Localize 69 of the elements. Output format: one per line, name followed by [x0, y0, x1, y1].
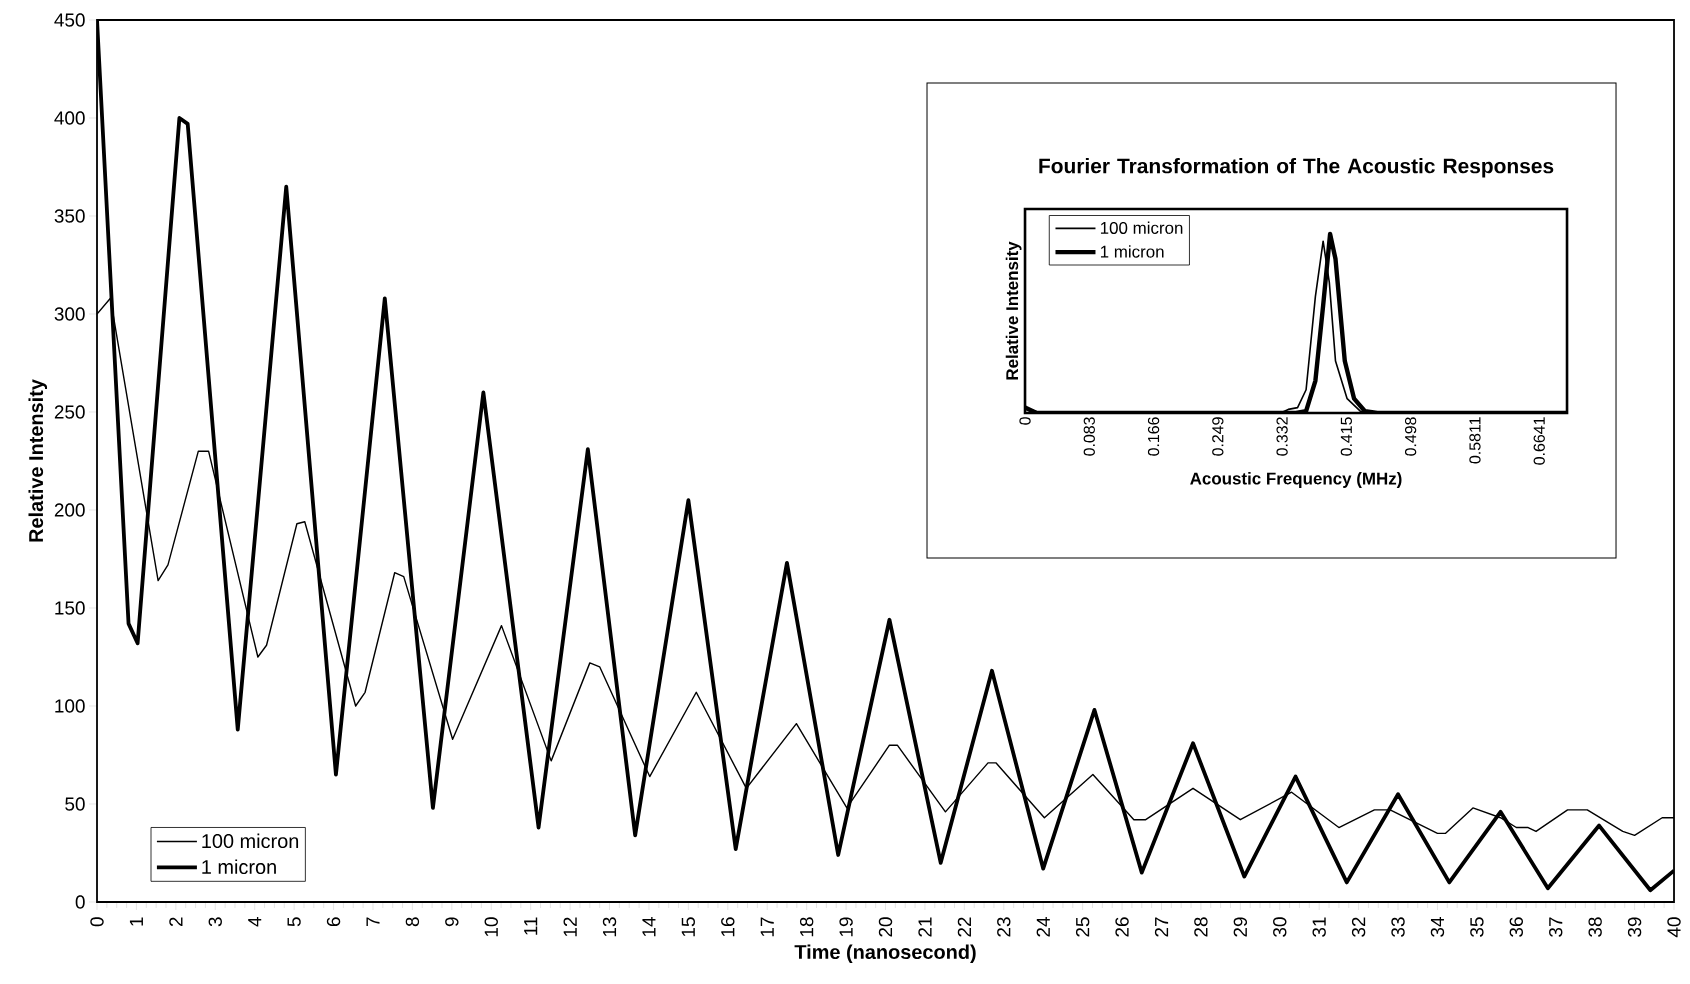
x-tick-label: 27 — [1154, 917, 1169, 937]
x-tick-label: 0.166 — [1147, 417, 1160, 456]
x-tick-label: 28 — [1194, 917, 1208, 937]
x-tick-label: 14 — [642, 917, 656, 937]
x-tick-label: 33 — [1391, 917, 1405, 937]
x-tick-label: 37 — [1549, 917, 1563, 937]
x-tick-label: 15 — [681, 917, 695, 937]
x-tick-label: 35 — [1470, 917, 1484, 937]
legend-label: 1 micron — [202, 859, 276, 875]
x-tick-label: 30 — [1273, 917, 1287, 937]
y-tick-label: 150 — [55, 601, 85, 615]
x-tick-label: 3 — [208, 917, 222, 927]
x-tick-label: 40 — [1667, 917, 1681, 938]
x-tick-label: 12 — [563, 917, 577, 937]
x-tick-label: 6 — [326, 917, 341, 927]
x-tick-label: 19 — [839, 917, 853, 937]
x-tick-label: 13 — [602, 917, 617, 937]
x-tick-label: 38 — [1588, 917, 1602, 937]
x-tick-label: 24 — [1036, 917, 1050, 937]
y-tick-label: 200 — [54, 503, 85, 517]
legend-label: 1 micron — [1100, 245, 1164, 258]
y-axis-title: Relative Intensity — [1005, 241, 1022, 380]
x-tick-label: 32 — [1351, 917, 1366, 937]
y-tick-label: 450 — [54, 13, 85, 27]
legend-label: 100 micron — [1100, 221, 1183, 234]
x-tick-label: 0.249 — [1212, 417, 1224, 456]
x-tick-label: 20 — [878, 917, 893, 937]
y-axis-title: Relative Intensity — [28, 379, 48, 542]
y-tick-label: 0 — [75, 895, 85, 909]
x-tick-label: 0 — [1019, 417, 1031, 425]
chart-title: Fourier Transformation of The Acoustic Responses — [1039, 157, 1554, 178]
y-tick-label: 350 — [54, 209, 85, 223]
x-tick-label: 10 — [484, 917, 498, 937]
x-tick-label: 0.332 — [1276, 417, 1288, 456]
x-tick-label: 7 — [366, 917, 380, 927]
x-tick-label: 0.5811 — [1469, 417, 1481, 464]
x-tick-label: 4 — [248, 917, 262, 927]
x-tick-label: 21 — [918, 917, 932, 937]
x-tick-label: 29 — [1233, 917, 1248, 937]
x-tick-label: 0.083 — [1083, 417, 1095, 456]
x-tick-label: 0.498 — [1404, 417, 1417, 456]
x-tick-label: 31 — [1312, 917, 1326, 937]
x-tick-label: 22 — [957, 917, 971, 937]
x-tick-label: 17 — [760, 917, 774, 937]
x-tick-label: 16 — [721, 917, 735, 937]
x-tick-label: 2 — [169, 917, 183, 927]
x-axis-title: Time (nanosecond) — [794, 944, 976, 963]
x-axis-title: Acoustic Frequency (MHz) — [1190, 472, 1402, 488]
x-tick-label: 25 — [1075, 917, 1090, 937]
x-tick-label: 11 — [524, 917, 538, 935]
x-tick-label: 36 — [1509, 917, 1524, 937]
x-tick-label: 8 — [405, 917, 420, 927]
y-tick-label: 400 — [54, 111, 85, 125]
y-tick-label: 50 — [65, 797, 85, 811]
x-tick-label: 9 — [445, 917, 459, 927]
x-tick-label: 1 — [129, 917, 143, 926]
y-tick-label: 100 — [55, 699, 85, 713]
x-tick-label: 0.6641 — [1533, 417, 1545, 465]
x-tick-label: 39 — [1627, 917, 1642, 937]
x-tick-label: 18 — [799, 917, 814, 937]
x-tick-label: 26 — [1115, 917, 1129, 937]
x-tick-label: 5 — [287, 917, 301, 927]
y-tick-label: 250 — [54, 405, 85, 419]
y-tick-label: 300 — [54, 307, 85, 321]
x-tick-label: 23 — [997, 917, 1011, 937]
x-tick-label: 34 — [1430, 917, 1445, 937]
x-tick-label: 0.415 — [1340, 417, 1352, 456]
legend-label: 100 micron — [202, 833, 299, 849]
x-tick-label: 0 — [90, 917, 104, 927]
